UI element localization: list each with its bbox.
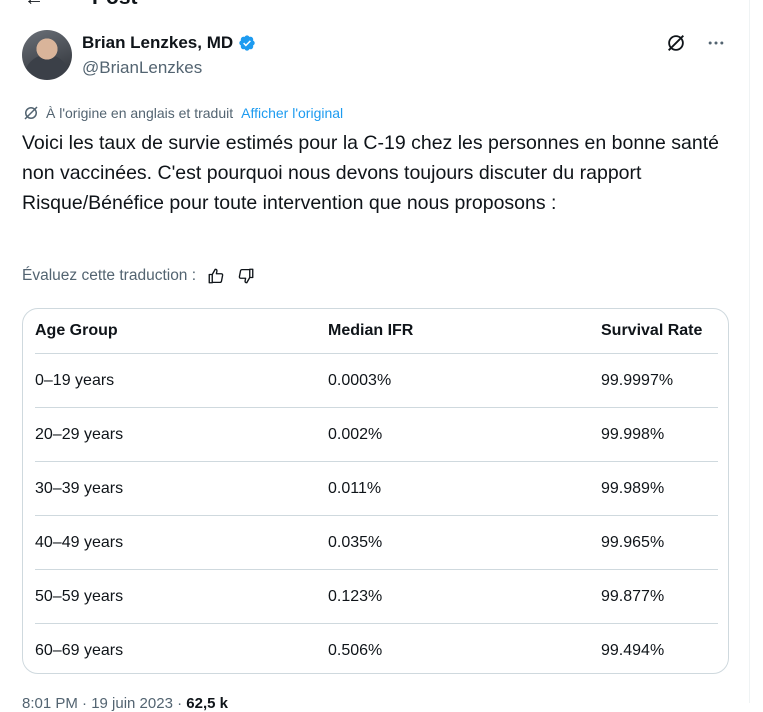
show-original-link[interactable]: Afficher l'original (241, 105, 344, 121)
table-cell: 0–19 years (35, 353, 328, 408)
view-count: 62,5 k (186, 695, 228, 712)
table-cell: 99.494% (601, 641, 665, 659)
avatar[interactable] (22, 30, 72, 80)
table-cell: 0.002% (328, 407, 601, 462)
table-row: 40–49 years 0.035% 99.965% (35, 515, 718, 570)
post-actions-top (665, 32, 727, 54)
table-cell: 99.998% (601, 407, 718, 462)
post-header: ← Post (0, 0, 749, 14)
author-name[interactable]: Brian Lenzkes, MD (82, 33, 234, 52)
arrow-left-icon[interactable]: ← (24, 0, 44, 11)
column-header: Age Group (35, 309, 328, 354)
author-name-row: Brian Lenzkes, MD (82, 33, 256, 53)
table-cell: 40–49 years (35, 515, 328, 570)
translation-notice: À l'origine en anglais et traduit Affich… (22, 104, 343, 122)
table-header-row: Age Group Median IFR Survival Rate (35, 309, 718, 354)
author-handle[interactable]: @BrianLenzkes (82, 58, 203, 77)
table-cell: 99.989% (601, 461, 718, 516)
translate-icon (24, 106, 38, 120)
media-card-table[interactable]: Age Group Median IFR Survival Rate 0–19 … (22, 308, 729, 674)
thumbs-down-icon[interactable] (236, 266, 256, 286)
table-row: 50–59 years 0.123% 99.877% (35, 569, 718, 624)
table-cell: 0.035% (328, 515, 601, 570)
verified-badge-icon (239, 35, 255, 51)
more-options-icon[interactable] (705, 32, 727, 54)
table-cell: 30–39 years (35, 461, 328, 516)
separator: · (177, 695, 187, 712)
tweet-text: Voici les taux de survie estimés pour la… (22, 132, 719, 214)
grok-icon[interactable] (665, 32, 687, 54)
table-cell: 0.011% (328, 461, 601, 516)
table-cell: 50–59 years (35, 569, 328, 624)
table-row: 20–29 years 0.002% 99.998% (35, 407, 718, 462)
ifr-table: Age Group Median IFR Survival Rate 0–19 … (35, 309, 718, 674)
column-header: Survival Rate (601, 309, 718, 354)
table-cell: 20–29 years (35, 407, 328, 462)
table-cell: 99.965% (601, 515, 718, 570)
table-cell: 60–69 years (35, 641, 124, 659)
table-cell: 0.123% (328, 569, 601, 624)
rate-translation: Évaluez cette traduction : (22, 266, 256, 286)
column-header: Median IFR (328, 309, 601, 354)
post-timestamp[interactable]: 8:01 PM · 19 juin 2023 (22, 695, 173, 712)
page-title: Post (92, 0, 138, 10)
rate-translation-label: Évaluez cette traduction : (22, 267, 197, 284)
thumbs-up-icon[interactable] (206, 266, 226, 286)
table-cell: 0.506% (328, 641, 383, 659)
table-row: 0–19 years 0.0003% 99.9997% (35, 353, 718, 408)
post-metadata: 8:01 PM · 19 juin 2023 · 62,5 k (22, 695, 228, 712)
table-row: 60–69 years 0.506% 99.494% (35, 624, 718, 674)
translation-notice-text: À l'origine en anglais et traduit (46, 105, 234, 121)
table-cell: 0.0003% (328, 353, 601, 408)
table-row: 30–39 years 0.011% 99.989% (35, 461, 718, 516)
table-cell: 99.877% (601, 569, 718, 624)
table-cell: 99.9997% (601, 353, 718, 408)
